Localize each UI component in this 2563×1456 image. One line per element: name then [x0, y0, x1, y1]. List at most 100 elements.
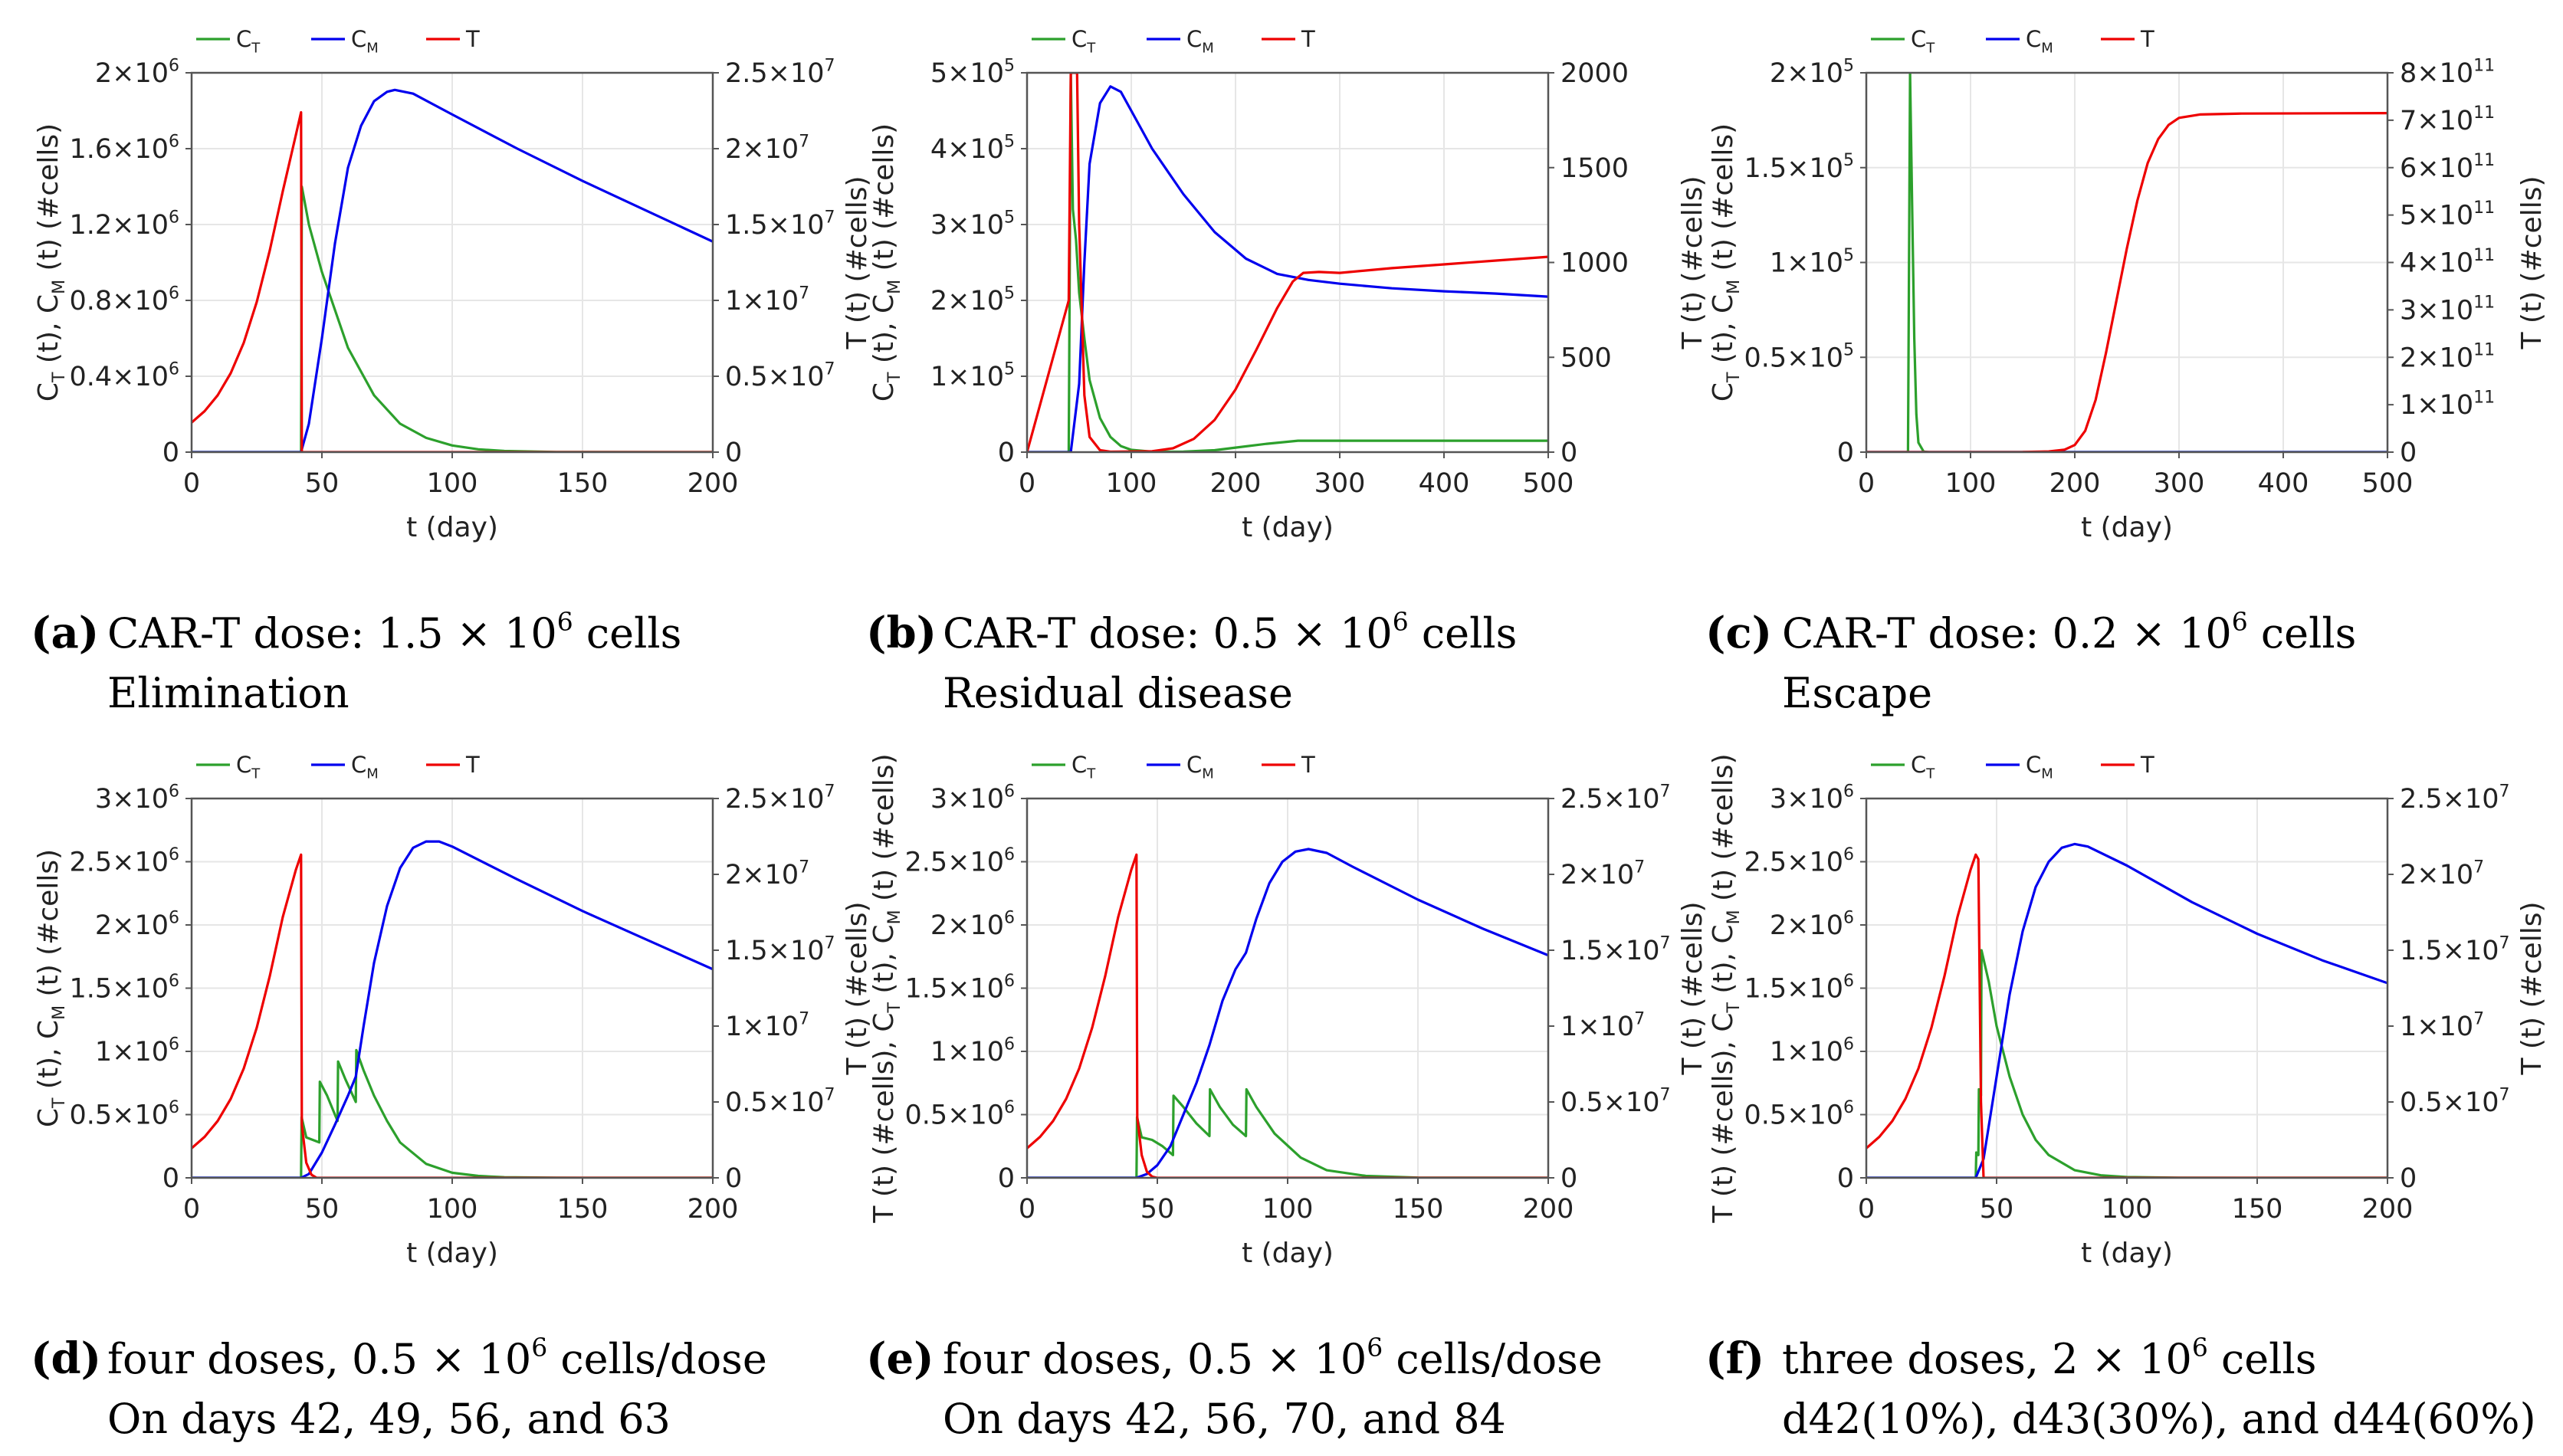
caption-letter: (c): [1705, 608, 1772, 658]
caption-line-2: On days 42, 56, 70, and 84: [943, 1395, 1506, 1443]
y-left-tick-label: 1×106: [930, 1035, 1015, 1067]
y-right-tick-label: 8×1011: [2400, 56, 2495, 89]
series-line-ct: [192, 185, 713, 452]
x-tick-label: 200: [1523, 1194, 1574, 1225]
y-left-tick-label: 0.4×106: [69, 359, 179, 392]
y-left-axis-label: T (t) (#cells), CT (t), CM (t) (#cells): [1708, 753, 1744, 1223]
y-left-tick-label: 1.2×106: [69, 208, 179, 241]
legend-label-ct: CT: [1071, 26, 1096, 56]
series-line-t: [1027, 73, 1548, 452]
y-left-tick-label: 1.5×106: [69, 972, 179, 1005]
y-right-tick-label: 1000: [1560, 248, 1629, 279]
y-right-tick-label: 2.5×107: [1560, 782, 1671, 815]
series-line-t: [1866, 853, 2387, 1178]
caption-line-1: CAR-T dose: 0.5 × 106 cells: [943, 606, 1517, 657]
y-left-tick-label: 0.5×106: [1744, 1098, 1854, 1131]
y-left-tick-label: 1.6×106: [69, 132, 179, 165]
y-left-tick-label: 1×105: [930, 359, 1015, 392]
y-right-tick-label: 1.5×107: [2400, 933, 2510, 966]
x-tick-label: 150: [2232, 1194, 2283, 1225]
x-axis-label: t (day): [406, 512, 498, 543]
y-left-tick-label: 1.5×106: [904, 972, 1015, 1005]
y-right-tick-label: 2000: [1560, 58, 1629, 89]
y-right-tick-label: 2×107: [2400, 858, 2484, 890]
series-line-cm: [1866, 842, 2387, 1178]
y-right-tick-label: 0.5×107: [1560, 1085, 1671, 1118]
y-right-tick-label: 2.5×107: [725, 782, 835, 815]
y-right-tick-label: 4×1011: [2400, 246, 2495, 279]
y-left-tick-label: 0.5×105: [1744, 341, 1854, 374]
x-tick-label: 500: [1523, 468, 1574, 499]
caption-line-1: four doses, 0.5 × 106 cells/dose: [943, 1332, 1603, 1383]
legend: CT CM T: [1871, 26, 2154, 56]
y-left-axis-label: CT (t), CM (t) (#cells): [33, 849, 69, 1127]
x-tick-label: 0: [183, 468, 200, 499]
legend-label-t: T: [1301, 26, 1315, 52]
legend: CT CM T: [196, 26, 480, 56]
legend-label-t: T: [465, 752, 480, 778]
series-line-ct: [1027, 73, 1548, 452]
caption-letter: (b): [866, 608, 937, 658]
legend-label-ct: CT: [1071, 752, 1096, 782]
chart-f: 0 50 100 150 20000.5×1061×1061.5×1062×1062.5…: [1705, 752, 2548, 1443]
x-tick-label: 500: [2362, 468, 2414, 499]
y-right-tick-label: 1×107: [725, 1009, 809, 1042]
y-left-tick-label: 2×106: [95, 56, 179, 89]
y-left-tick-label: 0: [998, 438, 1015, 468]
series-line-t: [1866, 112, 2387, 452]
y-right-axis-label: T (t) (#cells): [1677, 901, 1708, 1075]
y-left-tick-label: 4×105: [930, 132, 1015, 165]
y-right-tick-label: 0: [725, 1163, 742, 1194]
x-axis-label: t (day): [2081, 1238, 2173, 1269]
y-left-tick-label: 2×105: [1770, 56, 1854, 89]
x-tick-label: 0: [1858, 468, 1875, 499]
y-left-tick-label: 0: [1837, 1163, 1854, 1194]
caption: (a) CAR-T dose: 1.5 × 106 cells Eliminatio…: [31, 606, 681, 717]
x-tick-label: 0: [1858, 1194, 1875, 1225]
x-tick-label: 50: [1980, 1194, 2014, 1225]
y-left-tick-label: 1×105: [1770, 246, 1854, 279]
caption-line-1: four doses, 0.5 × 106 cells/dose: [107, 1332, 767, 1383]
x-tick-label: 200: [1210, 468, 1262, 499]
y-right-tick-label: 2×107: [725, 858, 809, 890]
x-tick-label: 200: [2049, 468, 2101, 499]
legend-label-t: T: [2140, 752, 2154, 778]
caption: (d) four doses, 0.5 × 106 cells/dose On da…: [31, 1332, 767, 1443]
legend-label-cm: CM: [351, 752, 379, 782]
y-left-tick-label: 2.5×106: [1744, 845, 1854, 878]
chart-d: 0 50 100 150 20000.5×1061×1061.5×1062×1062.5…: [31, 752, 873, 1443]
y-left-tick-label: 2×106: [930, 908, 1015, 941]
series-line-cm: [192, 88, 713, 452]
y-left-axis-label: CT (t), CM (t) (#cells): [1708, 123, 1744, 402]
x-tick-label: 50: [1140, 1194, 1175, 1225]
legend: CT CM T: [1032, 26, 1315, 56]
y-right-tick-label: 0: [1560, 1163, 1577, 1194]
x-tick-label: 0: [183, 1194, 200, 1225]
y-right-tick-label: 0.5×107: [725, 359, 835, 392]
y-right-axis-label: T (t) (#cells): [1677, 175, 1708, 349]
caption-line-1: CAR-T dose: 1.5 × 106 cells: [107, 606, 681, 657]
y-right-tick-label: 2.5×107: [725, 56, 835, 89]
x-tick-label: 50: [305, 1194, 340, 1225]
legend-label-t: T: [1301, 752, 1315, 778]
series-line-ct: [1866, 949, 2387, 1178]
y-left-tick-label: 2.5×106: [69, 845, 179, 878]
y-left-tick-label: 0.5×106: [69, 1098, 179, 1131]
y-left-tick-label: 2×106: [1770, 908, 1854, 941]
chart-a: 0 50 100 150 20000.4×1060.8×1061.2×1061.6×10…: [31, 26, 873, 717]
y-right-tick-label: 0.5×107: [725, 1085, 835, 1118]
chart-b: 0 100 200 300 400 50001×1052×1053×1054×1055×1…: [866, 26, 1708, 717]
y-right-tick-label: 1×107: [2400, 1009, 2484, 1042]
x-tick-label: 300: [2154, 468, 2205, 499]
legend-label-cm: CM: [1186, 26, 1214, 56]
chart-e: 0 50 100 150 20000.5×1061×1061.5×1062×1062.5…: [866, 752, 1708, 1443]
y-left-axis-label: CT (t), CM (t) (#cells): [868, 123, 904, 402]
y-right-tick-label: 7×1011: [2400, 103, 2495, 136]
y-left-tick-label: 1.5×106: [1744, 972, 1854, 1005]
legend-label-t: T: [465, 26, 480, 52]
y-right-axis-label: T (t) (#cells): [2516, 901, 2548, 1075]
x-tick-label: 200: [688, 1194, 739, 1225]
y-left-tick-label: 2×106: [95, 908, 179, 941]
legend-label-cm: CM: [2026, 26, 2053, 56]
x-tick-label: 100: [427, 468, 478, 499]
